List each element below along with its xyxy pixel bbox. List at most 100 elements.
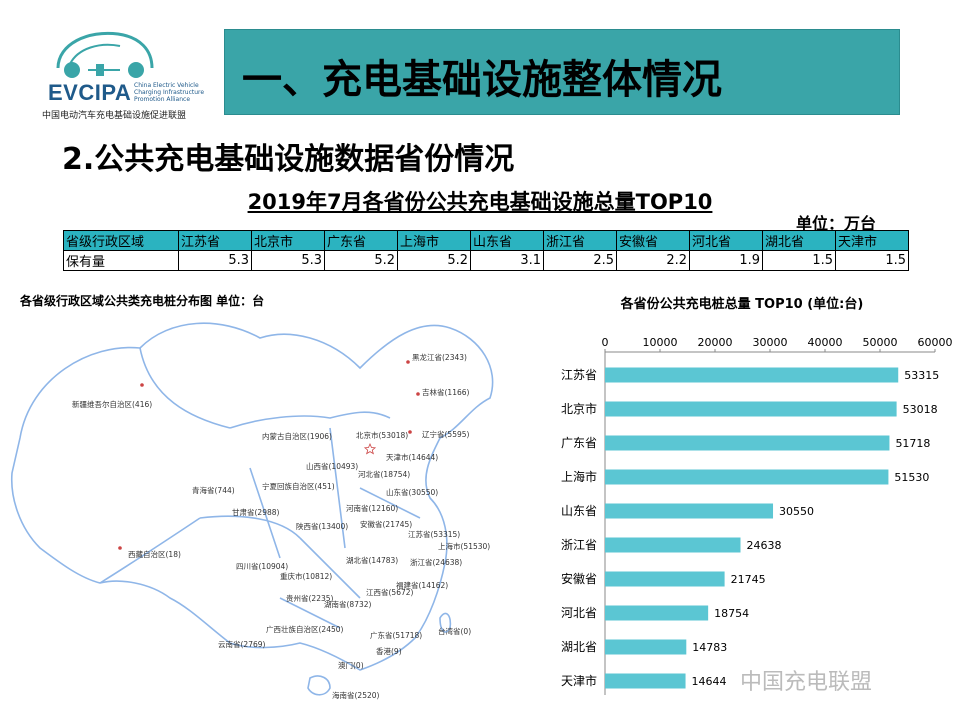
bar — [605, 537, 741, 553]
data-label: 53315 — [904, 369, 939, 382]
map-title: 各省级行政区域公共类充电桩分布图 单位：台 — [20, 294, 265, 308]
data-label: 53018 — [903, 403, 938, 416]
data-label: 51718 — [895, 437, 930, 450]
logo-english-name: China Electric Vehicle Charging Infrastr… — [134, 82, 205, 103]
map-marker — [408, 430, 412, 434]
bar — [605, 639, 687, 655]
map-label: 内蒙古自治区(1906) — [262, 431, 332, 441]
map-label: 台湾省(0) — [438, 626, 471, 636]
data-label: 14644 — [692, 675, 727, 688]
table-header-cell: 河北省 — [689, 230, 763, 251]
map-label: 山东省(30550) — [386, 487, 438, 497]
y-tick-label: 广东省 — [561, 436, 597, 450]
x-tick-label: 60000 — [918, 336, 953, 349]
map-label: 云南省(2769) — [218, 639, 266, 649]
data-label: 21745 — [731, 573, 766, 586]
x-tick-label: 40000 — [808, 336, 843, 349]
y-tick-label: 安徽省 — [561, 571, 597, 586]
map-marker — [406, 360, 410, 364]
map-label: 西藏自治区(18) — [128, 549, 181, 559]
title-banner: 一、充电基础设施整体情况 — [224, 29, 900, 115]
table-cell: 5.2 — [324, 250, 398, 271]
map-label: 青海省(744) — [192, 485, 235, 495]
y-tick-label: 上海市 — [561, 469, 597, 484]
map-label: 河北省(18754) — [358, 469, 410, 479]
bar — [605, 605, 709, 621]
bar — [605, 367, 899, 383]
table-header-cell: 湖北省 — [762, 230, 836, 251]
map-label: 陕西省(13400) — [296, 521, 348, 531]
map-label: 浙江省(24638) — [410, 557, 462, 567]
map-label: 吉林省(1166) — [422, 387, 470, 397]
y-tick-label: 浙江省 — [561, 538, 597, 552]
y-tick-label: 天津市 — [561, 673, 597, 688]
map-label: 辽宁省(5595) — [422, 429, 470, 439]
table-cell: 5.2 — [397, 250, 471, 271]
page-title: 一、充电基础设施整体情况 — [242, 57, 722, 103]
bar — [605, 435, 890, 451]
bar — [605, 469, 889, 485]
table-cell: 1.9 — [689, 250, 763, 271]
table-header-cell: 山东省 — [470, 230, 544, 251]
watermark-text: 中国充电联盟 — [740, 670, 873, 695]
top10-bar-chart: 各省份公共充电桩总量 TOP10 (单位:台) 0 10000 20000 30000… — [561, 296, 953, 695]
y-tick-label: 江苏省 — [561, 368, 597, 382]
y-tick-label: 湖北省 — [561, 639, 597, 654]
table-unit: 单位：万台 — [796, 214, 877, 233]
map-label: 宁夏回族自治区(451) — [262, 481, 335, 491]
table-cell: 1.5 — [762, 250, 836, 271]
map-label: 贵州省(2235) — [286, 593, 334, 603]
y-tick-label: 北京市 — [561, 401, 597, 416]
map-label: 河南省(12160) — [346, 503, 398, 513]
table-header-cell: 广东省 — [324, 230, 398, 251]
map-label: 黑龙江省(2343) — [412, 352, 467, 362]
map-label: 安徽省(21745) — [360, 519, 412, 529]
bar — [605, 503, 774, 519]
x-tick-label: 10000 — [643, 336, 678, 349]
map-outline — [10, 322, 494, 696]
logo-wordmark: EVCIPA — [48, 80, 132, 105]
map-label: 江苏省(53315) — [408, 529, 460, 539]
table-cell: 2.2 — [616, 250, 690, 271]
map-label: 广东省(51718) — [370, 630, 422, 640]
map-label: 江西省(5672) — [366, 587, 414, 597]
bar — [605, 571, 725, 587]
table-cell: 3.1 — [470, 250, 544, 271]
capital-star-icon — [363, 442, 377, 455]
y-tick-label: 河北省 — [561, 606, 597, 620]
map-label: 甘肃省(2988) — [232, 507, 280, 517]
map-label: 新疆维吾尔自治区(416) — [72, 399, 152, 409]
map-label: 四川省(10904) — [236, 561, 288, 571]
x-tick-label: 50000 — [863, 336, 898, 349]
x-tick-label: 30000 — [753, 336, 788, 349]
data-label: 18754 — [714, 607, 749, 620]
table-cell: 5.3 — [251, 250, 325, 271]
map-label: 湖北省(14783) — [346, 555, 398, 565]
province-table: 省级行政区域 江苏省 北京市 广东省 上海市 山东省 浙江省 安徽省 河北省 湖… — [63, 230, 909, 271]
bar — [605, 673, 686, 689]
table-header-row: 省级行政区域 江苏省 北京市 广东省 上海市 山东省 浙江省 安徽省 河北省 湖… — [63, 230, 909, 251]
x-tick-label: 20000 — [698, 336, 733, 349]
table-row: 保有量 5.3 5.3 5.2 5.2 3.1 2.5 2.2 1.9 1.5 … — [63, 250, 909, 271]
map-label: 海南省(2520) — [332, 690, 380, 700]
map-marker — [118, 546, 122, 550]
section-title: 2.公共充电基础设施数据省份情况 — [62, 142, 515, 177]
map-label: 澳门(0) — [338, 660, 364, 670]
table-row-label: 保有量 — [63, 250, 179, 271]
table-cell: 2.5 — [543, 250, 617, 271]
map-marker — [140, 383, 144, 387]
table-header-cell: 浙江省 — [543, 230, 617, 251]
table-header-cell: 北京市 — [251, 230, 325, 251]
data-label: 24638 — [747, 539, 782, 552]
bar — [605, 401, 897, 417]
chart-title: 各省份公共充电桩总量 TOP10 (单位:台) — [620, 296, 864, 312]
map-label: 山西省(10493) — [306, 461, 358, 471]
x-tick-label: 0 — [602, 336, 609, 349]
data-label: 14783 — [692, 641, 727, 654]
table-header-cell: 天津市 — [835, 230, 909, 251]
map-marker — [416, 392, 420, 396]
data-label: 30550 — [779, 505, 814, 518]
map-label: 湖南省(8732) — [324, 599, 372, 609]
map-label: 广西壮族自治区(2450) — [266, 624, 344, 634]
map-label: 天津市(14644) — [386, 452, 438, 462]
